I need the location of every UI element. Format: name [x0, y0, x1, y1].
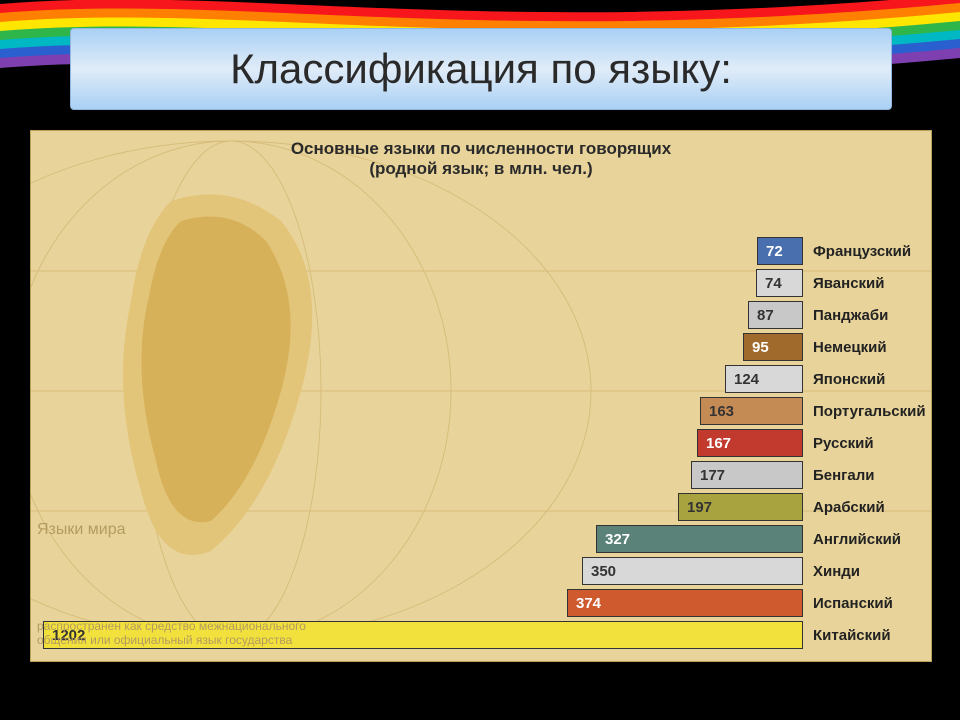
chart-row: 197Арабский: [43, 491, 919, 523]
bar-label: Хинди: [803, 563, 929, 580]
bar-label: Яванский: [803, 275, 929, 292]
bar-value: 95: [752, 339, 769, 356]
bar-value: 124: [734, 371, 759, 388]
bar: 72: [757, 237, 803, 265]
bar-value: 163: [709, 403, 734, 420]
bar-value: 87: [757, 307, 774, 324]
watermark-title: Языки мира: [37, 521, 126, 539]
bar-track: 74: [43, 267, 803, 299]
chart-row: 327Английский: [43, 523, 919, 555]
bar-label: Французский: [803, 243, 929, 260]
bar-value: 177: [700, 467, 725, 484]
bar: 87: [748, 301, 803, 329]
bar: 95: [743, 333, 803, 361]
bar: 177: [691, 461, 803, 489]
bar-chart: 72Французский74Яванский87Панджаби95Немец…: [43, 191, 919, 651]
bar: 350: [582, 557, 803, 585]
bar-track: 87: [43, 299, 803, 331]
bar-track: 95: [43, 331, 803, 363]
chart-row: 124Японский: [43, 363, 919, 395]
bar: 74: [756, 269, 803, 297]
chart-row: 374Испанский: [43, 587, 919, 619]
bar-track: 177: [43, 459, 803, 491]
chart-row: 74Яванский: [43, 267, 919, 299]
bar-track: 374: [43, 587, 803, 619]
bar-track: 163: [43, 395, 803, 427]
chart-row: 177Бенгали: [43, 459, 919, 491]
bar-label: Русский: [803, 435, 929, 452]
chart-row: 95Немецкий: [43, 331, 919, 363]
bar-track: 350: [43, 555, 803, 587]
bar-label: Китайский: [803, 627, 929, 644]
chart-row: 163Португальский: [43, 395, 919, 427]
slide-title: Классификация по языку:: [230, 45, 732, 93]
bar-track: 327: [43, 523, 803, 555]
bar-value: 197: [687, 499, 712, 516]
bar: 327: [596, 525, 803, 553]
bar-track: 124: [43, 363, 803, 395]
slide-title-bar: Классификация по языку:: [70, 28, 892, 110]
bar: 374: [567, 589, 803, 617]
bar-label: Панджаби: [803, 307, 929, 324]
subtitle-line1: Основные языки по численности говорящих: [291, 139, 671, 158]
bar-label: Японский: [803, 371, 929, 388]
chart-subtitle: Основные языки по численности говорящих …: [31, 139, 931, 178]
bar-value: 374: [576, 595, 601, 612]
watermark-line2: распространен как средство межнациональн…: [37, 619, 306, 633]
bar-value: 74: [765, 275, 782, 292]
bar: 124: [725, 365, 803, 393]
chart-panel: Основные языки по численности говорящих …: [30, 130, 932, 662]
bar: 197: [678, 493, 803, 521]
subtitle-line2: (родной язык; в млн. чел.): [369, 159, 592, 178]
chart-row: 72Французский: [43, 235, 919, 267]
chart-row: 167Русский: [43, 427, 919, 459]
bar-label: Арабский: [803, 499, 929, 516]
bar-value: 327: [605, 531, 630, 548]
watermark-line3: общения или официальный язык государства: [37, 633, 292, 647]
bar-label: Бенгали: [803, 467, 929, 484]
bar-track: 167: [43, 427, 803, 459]
chart-row: 87Панджаби: [43, 299, 919, 331]
bar: 163: [700, 397, 803, 425]
bar-label: Английский: [803, 531, 929, 548]
bar-track: 72: [43, 235, 803, 267]
chart-row: 350Хинди: [43, 555, 919, 587]
bar-value: 167: [706, 435, 731, 452]
bar-value: 72: [766, 243, 783, 260]
bar-value: 350: [591, 563, 616, 580]
bar: 167: [697, 429, 803, 457]
bar-label: Испанский: [803, 595, 929, 612]
bar-label: Португальский: [803, 403, 929, 420]
bar-track: 197: [43, 491, 803, 523]
bar-label: Немецкий: [803, 339, 929, 356]
